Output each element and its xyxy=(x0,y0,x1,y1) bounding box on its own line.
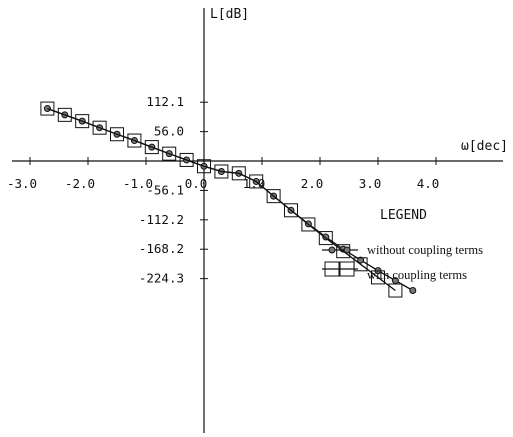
series-line xyxy=(47,107,414,292)
data-point-square xyxy=(110,127,124,142)
data-point-square xyxy=(388,283,403,298)
y-axis: L[dB] 112.1 56.0 -56.1 -112.2 -168.2 -224.3 xyxy=(139,7,249,433)
data-point-square xyxy=(144,140,159,155)
x-tick-label: -2.0 xyxy=(65,176,95,191)
y-ticks: 112.1 56.0 -56.1 -112.2 -168.2 -224.3 xyxy=(139,94,208,286)
x-axis-label: ω[dec] xyxy=(461,139,508,154)
legend-marker-square xyxy=(339,261,355,277)
data-point-square xyxy=(75,114,90,129)
x-tick-label: 0.0 xyxy=(185,176,208,191)
data-point-circle xyxy=(357,256,365,264)
x-tick-label: -1.0 xyxy=(123,176,153,191)
x-tick-label: 4.0 xyxy=(417,176,440,191)
legend-label-with-coupling: with coupling terms xyxy=(367,268,467,282)
data-point-square xyxy=(231,166,246,181)
x-axis: ω[dec] -3.0-2.0-1.00.01.02.03.04.0 xyxy=(7,139,508,191)
data-point-square xyxy=(249,174,264,189)
data-point-square xyxy=(318,231,333,246)
y-tick-label: -168.2 xyxy=(139,241,184,256)
data-point-circle xyxy=(43,105,51,113)
series-line xyxy=(47,107,396,292)
legend-item-with-coupling: with coupling terms xyxy=(322,261,467,282)
plot-area xyxy=(40,101,417,298)
legend-marker-circle xyxy=(343,246,351,254)
legend: LEGEND without coupling terms with coupl… xyxy=(322,208,483,282)
legend-marker-square xyxy=(324,261,340,277)
data-point-square xyxy=(127,133,142,148)
legend-label-without-coupling: without coupling terms xyxy=(367,243,483,257)
y-tick-label: -56.1 xyxy=(146,182,184,197)
y-axis-label: L[dB] xyxy=(210,7,249,22)
data-point-square xyxy=(57,107,72,122)
legend-item-without-coupling: without coupling terms xyxy=(322,243,483,257)
data-point-square xyxy=(197,159,211,174)
data-point-square xyxy=(266,189,281,204)
x-ticks: -3.0-2.0-1.00.01.02.03.04.0 xyxy=(7,157,439,191)
x-tick-label: 2.0 xyxy=(301,176,324,191)
data-point-square xyxy=(284,203,298,218)
data-point-square xyxy=(179,152,194,167)
y-tick-label: 112.1 xyxy=(146,94,184,109)
data-point-square xyxy=(40,101,55,116)
data-point-square xyxy=(92,120,107,135)
y-tick-label: -224.3 xyxy=(139,271,184,286)
legend-marker-circle xyxy=(328,246,336,254)
y-tick-label: -112.2 xyxy=(139,212,184,227)
data-point-square xyxy=(162,146,177,161)
data-point-square xyxy=(214,164,229,179)
x-tick-label: 3.0 xyxy=(359,176,382,191)
data-point-square xyxy=(371,270,385,285)
data-point-square xyxy=(301,217,316,232)
legend-title: LEGEND xyxy=(380,208,427,223)
data-point-circle xyxy=(409,287,417,295)
x-tick-label: -3.0 xyxy=(7,176,37,191)
series-with-coupling xyxy=(40,101,403,298)
y-tick-label: 56.0 xyxy=(154,124,184,139)
